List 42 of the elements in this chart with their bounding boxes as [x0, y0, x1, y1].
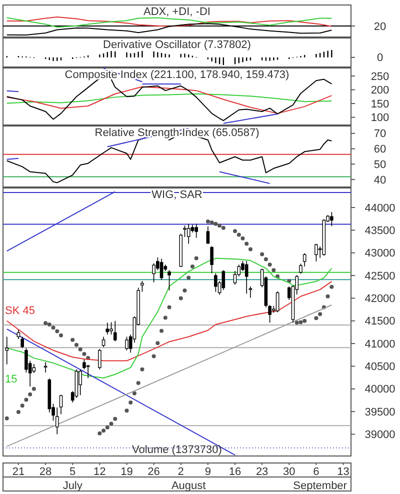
x-tick-label: 9 — [204, 466, 211, 478]
y-tick-label: 43000 — [364, 248, 396, 260]
text: 0 — [376, 52, 384, 64]
x-tick-label: 30 — [283, 466, 296, 478]
x-tick-label: 6 — [313, 466, 320, 478]
y-tick-label: 39000 — [364, 429, 396, 442]
series-label: 15 — [5, 373, 18, 386]
x2-tick-label: July — [62, 480, 83, 492]
chart-title: Derivative Oscillator (7.37802) — [103, 39, 251, 51]
y-tick-label: 43500 — [364, 225, 396, 238]
x-tick-label: 23 — [256, 466, 268, 478]
y-tick-label: 50 — [374, 158, 386, 171]
y-tick-label: 44000 — [364, 202, 396, 214]
x-tick-label: 5 — [70, 466, 76, 478]
annotation: Volume (1373730) — [132, 444, 222, 456]
x-tick-label: 2 — [178, 466, 184, 478]
x-tick-label: 16 — [228, 466, 242, 478]
y-tick-label: 70 — [374, 128, 386, 140]
y-tick-label: 42500 — [364, 270, 396, 282]
y-tick-label: 41500 — [364, 316, 396, 328]
x2-tick-label: August — [171, 480, 206, 492]
x-tick-label: 21 — [12, 466, 25, 478]
x2-tick-label: September — [293, 480, 348, 492]
series-label: SK 45 — [5, 304, 35, 317]
y-tick-label: 200 — [370, 84, 390, 97]
y-tick-label: 100 — [370, 112, 390, 124]
y-tick-label: 39500 — [364, 406, 396, 418]
y-tick-label: 40500 — [364, 361, 396, 374]
y-tick-label: 40 — [374, 174, 386, 186]
x-tick-label: 19 — [120, 466, 133, 478]
chart-title: ADX, +DI, -DI — [144, 6, 210, 18]
x-tick-label: 26 — [148, 466, 160, 478]
y-tick-label: 250 — [370, 70, 390, 83]
y-tick-label: 41000 — [364, 338, 396, 350]
text: 20 — [374, 20, 386, 33]
x-tick-label: 13 — [337, 466, 350, 478]
y-tick-label: 150 — [370, 98, 390, 110]
x-tick-label: 12 — [94, 466, 106, 478]
y-tick-label: 60 — [374, 144, 386, 156]
x-tick-label: 28 — [39, 466, 52, 478]
y-tick-label: 40000 — [364, 384, 396, 396]
y-tick-label: 42000 — [364, 293, 396, 306]
